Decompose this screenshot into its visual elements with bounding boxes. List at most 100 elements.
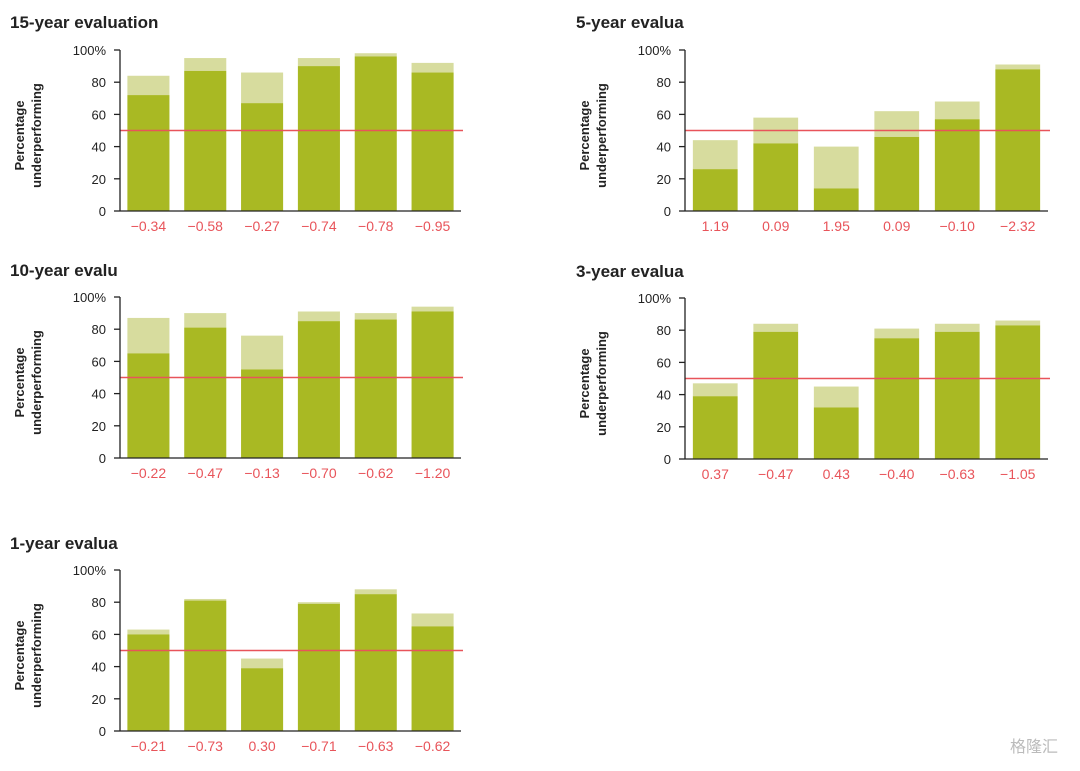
y-axis-label: Percentage (12, 347, 27, 417)
bar-light-segment (692, 140, 738, 170)
bar-dark-segment (995, 325, 1041, 459)
bar-light-segment (297, 58, 340, 67)
y-tick-label: 100% (638, 43, 672, 58)
y-tick-label: 40 (92, 660, 106, 675)
y-axis-label: underperforming (594, 331, 609, 436)
bar-dark-segment (934, 331, 980, 459)
y-tick-label: 40 (92, 140, 106, 155)
bar-light-segment (692, 383, 738, 397)
bar-light-segment (241, 72, 284, 104)
category-label: −0.70 (301, 465, 337, 481)
y-tick-label: 0 (99, 724, 106, 739)
bar-dark-segment (692, 169, 738, 211)
category-label: −0.40 (879, 466, 915, 482)
bar-light-segment (354, 589, 397, 595)
category-label: 1.95 (823, 218, 850, 234)
bar-dark-segment (354, 594, 397, 731)
bar-light-segment (354, 313, 397, 320)
y-tick-label: 80 (657, 323, 671, 338)
y-tick-label: 100% (73, 563, 107, 578)
category-label: −1.05 (1000, 466, 1036, 482)
category-label: 0.37 (702, 466, 729, 482)
bar-light-segment (297, 602, 340, 604)
y-tick-label: 40 (92, 387, 106, 402)
category-label: −0.74 (301, 218, 337, 234)
bar-dark-segment (297, 66, 340, 211)
bar-light-segment (934, 323, 980, 332)
chart-title: 10-year evalu (10, 261, 118, 280)
y-tick-label: 0 (664, 452, 671, 467)
bar-dark-segment (874, 136, 920, 211)
y-tick-label: 20 (657, 420, 671, 435)
y-axis-label: underperforming (29, 83, 44, 188)
watermark-text: 格隆汇 (1010, 737, 1058, 756)
category-label: −0.47 (758, 466, 794, 482)
category-label: −0.21 (131, 738, 167, 754)
category-label: −2.32 (1000, 218, 1036, 234)
watermark: 格隆汇 (1010, 737, 1058, 756)
y-tick-label: 0 (99, 204, 106, 219)
category-label: −0.13 (244, 465, 280, 481)
bar-light-segment (411, 62, 454, 73)
bar-dark-segment (297, 603, 340, 731)
chart-panel: 5-year evalua Percentage underperforming 0 2… (576, 13, 1050, 234)
bar-dark-segment (411, 626, 454, 731)
y-tick-label: 60 (92, 107, 106, 122)
bar-light-segment (411, 306, 454, 312)
chart-panel: 10-year evalu Percentage underperforming 0 2… (10, 261, 463, 481)
y-tick-label: 80 (92, 322, 106, 337)
category-label: −0.73 (188, 738, 224, 754)
y-tick-label: 60 (657, 107, 671, 122)
category-label: −0.27 (244, 218, 280, 234)
bar-dark-segment (241, 369, 284, 458)
bar-dark-segment (753, 143, 799, 211)
bar-light-segment (813, 146, 859, 189)
category-label: −0.71 (301, 738, 337, 754)
bar-light-segment (813, 386, 859, 408)
y-tick-label: 100% (73, 290, 107, 305)
chart-title: 15-year evaluation (10, 13, 158, 32)
bar-light-segment (753, 323, 799, 332)
category-label: −0.10 (940, 218, 976, 234)
bar-light-segment (354, 53, 397, 57)
y-axis-label: Percentage (577, 100, 592, 170)
bar-light-segment (995, 64, 1041, 70)
chart-panel: 1-year evalua Percentage underperforming 0 2… (10, 534, 463, 754)
bar-dark-segment (184, 600, 227, 731)
bar-dark-segment (874, 338, 920, 459)
chart-title: 1-year evalua (10, 534, 118, 553)
bar-dark-segment (354, 319, 397, 458)
bar-dark-segment (813, 407, 859, 459)
bar-light-segment (184, 58, 227, 71)
y-tick-label: 40 (657, 388, 671, 403)
bar-light-segment (874, 328, 920, 339)
y-axis-label: Percentage (12, 620, 27, 690)
bar-dark-segment (184, 327, 227, 458)
category-label: −0.22 (131, 465, 167, 481)
bar-dark-segment (127, 95, 170, 211)
bar-dark-segment (354, 56, 397, 211)
bar-light-segment (874, 111, 920, 137)
category-label: −1.20 (415, 465, 451, 481)
bar-light-segment (241, 335, 284, 370)
category-label: −0.58 (188, 218, 224, 234)
bar-dark-segment (411, 311, 454, 458)
category-label: 0.09 (883, 218, 910, 234)
y-tick-label: 80 (657, 75, 671, 90)
category-label: −0.47 (188, 465, 224, 481)
y-tick-label: 0 (99, 451, 106, 466)
category-label: −0.62 (415, 738, 451, 754)
chart-title: 5-year evalua (576, 13, 684, 32)
y-tick-label: 20 (657, 172, 671, 187)
bar-light-segment (934, 101, 980, 120)
y-tick-label: 20 (92, 692, 106, 707)
y-tick-label: 60 (92, 627, 106, 642)
y-axis-label: Percentage (577, 348, 592, 418)
y-axis-label: underperforming (594, 83, 609, 188)
category-label: −0.34 (131, 218, 167, 234)
bar-light-segment (184, 598, 227, 601)
y-axis-label: Percentage (12, 100, 27, 170)
y-axis-label: underperforming (29, 603, 44, 708)
category-label: −0.95 (415, 218, 451, 234)
